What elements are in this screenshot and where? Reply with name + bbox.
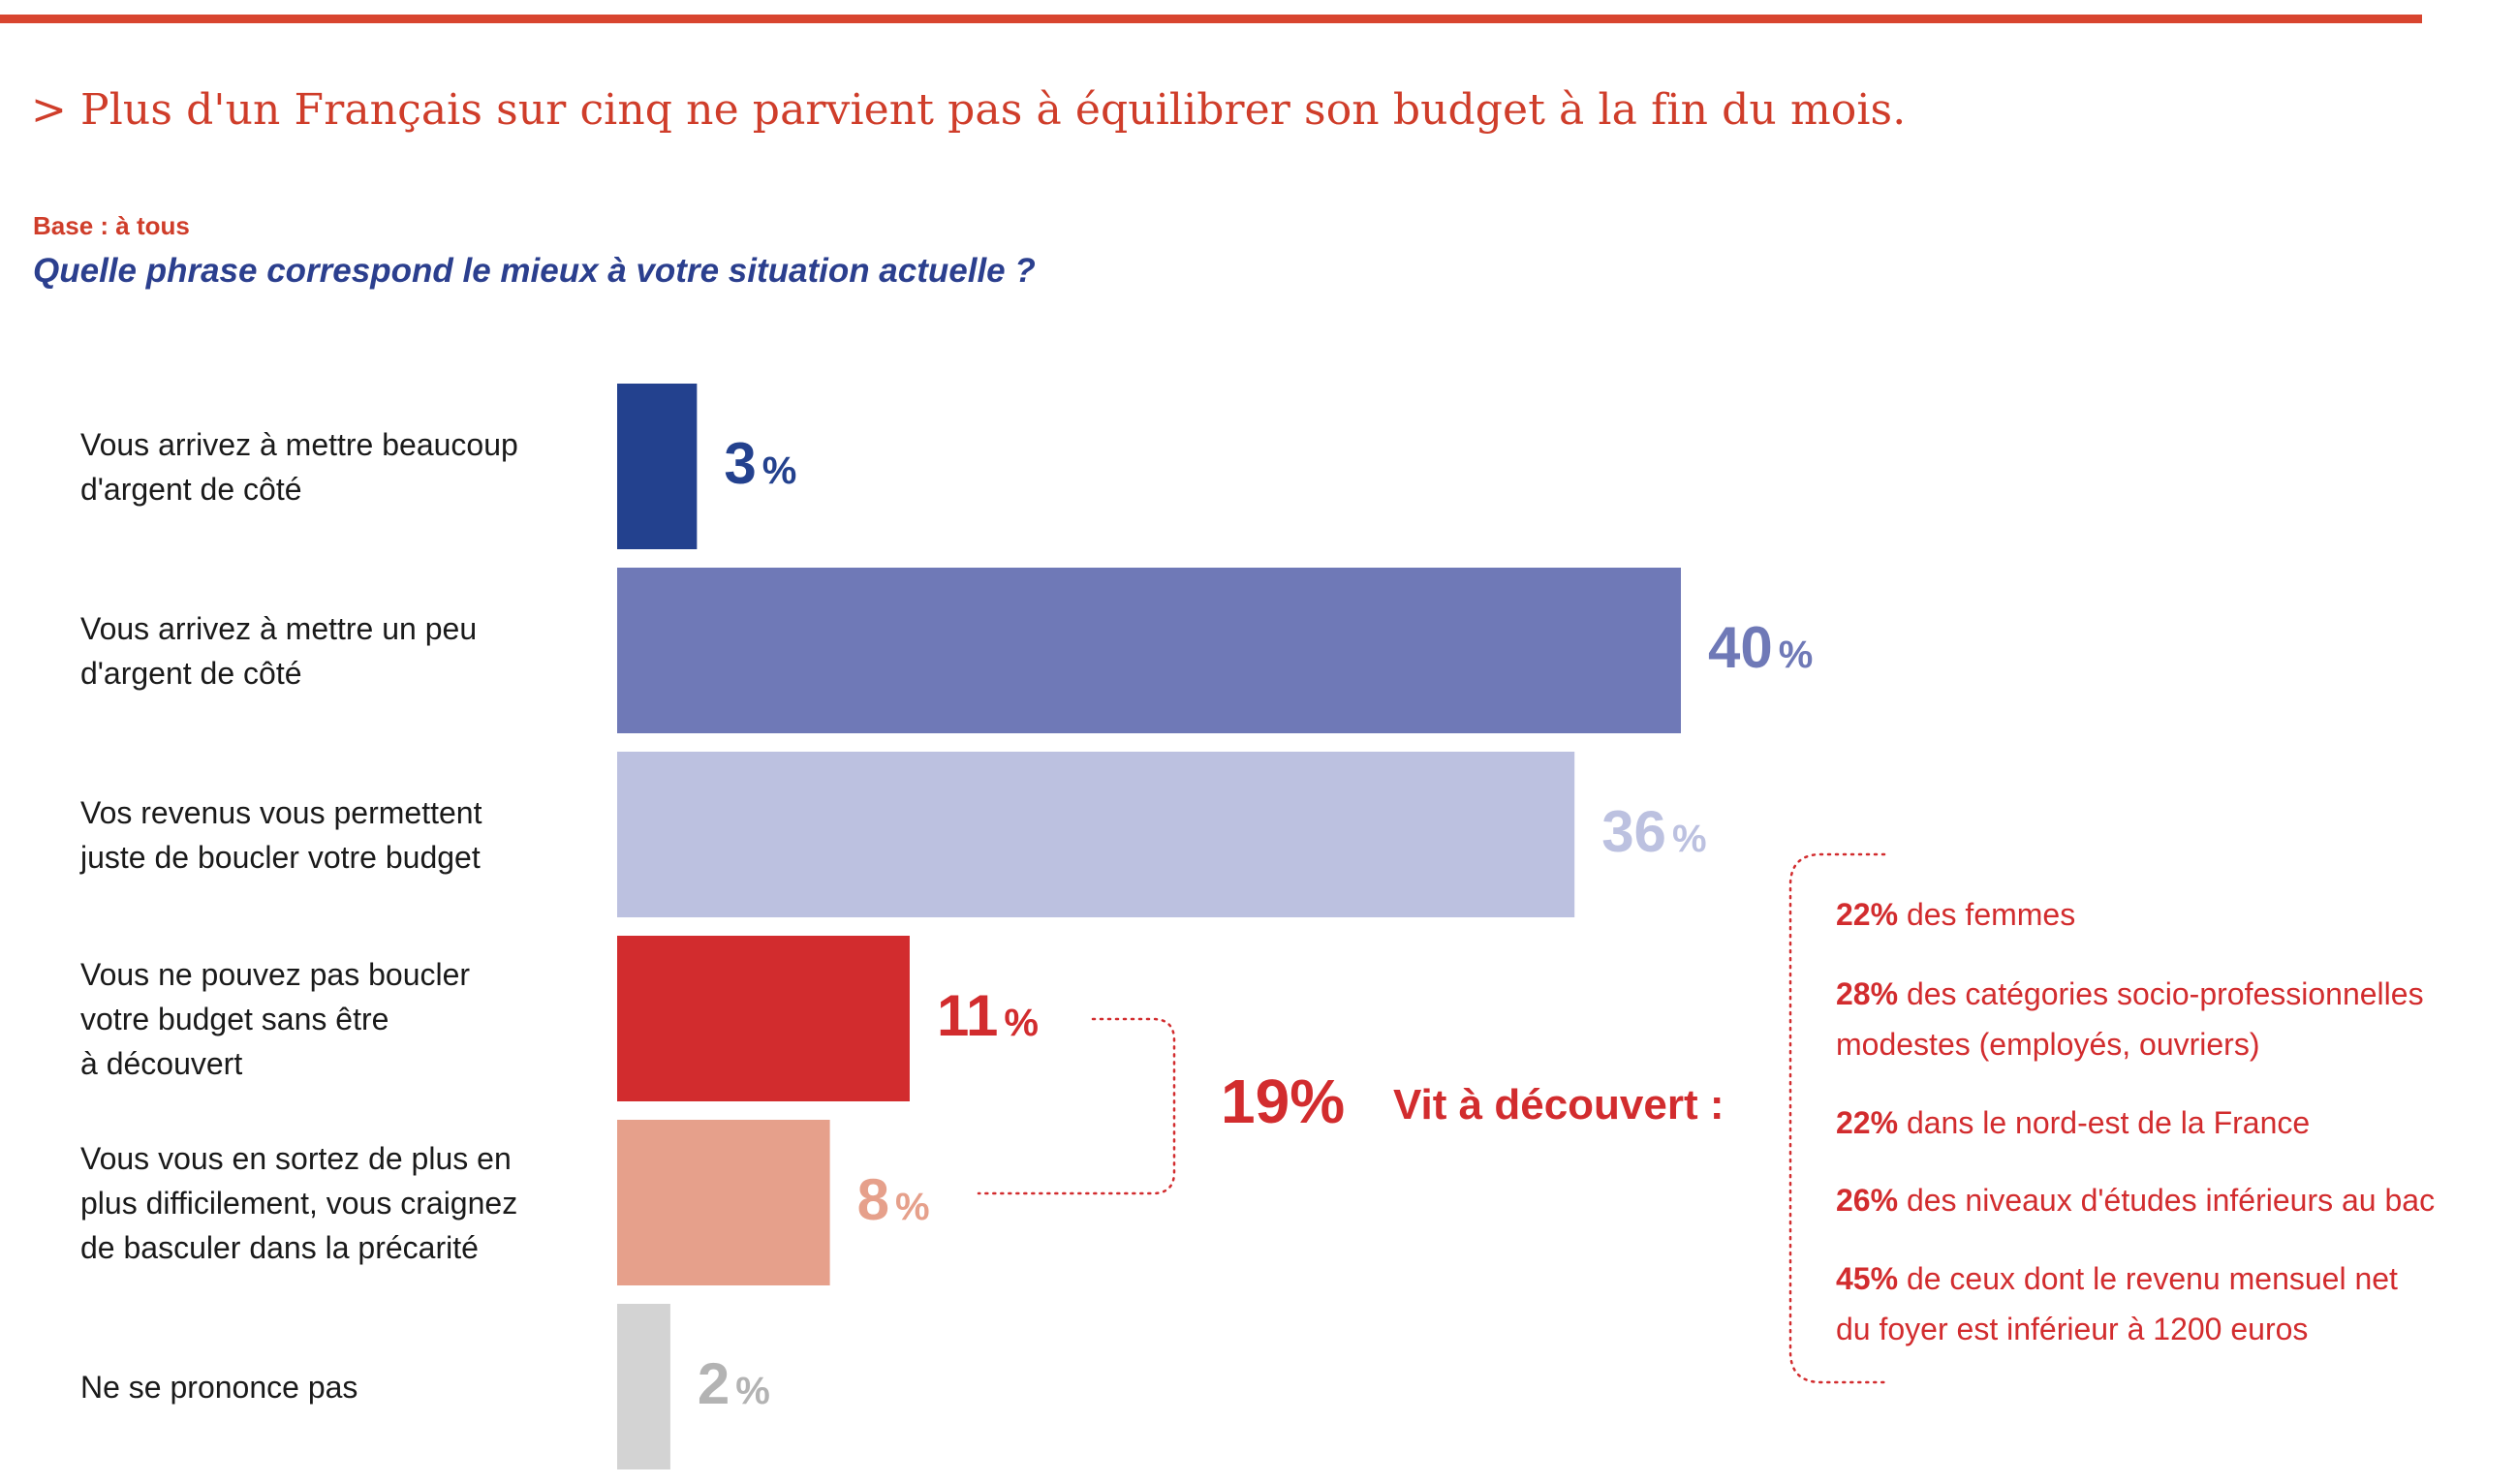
summary-value: 19% [1221, 1067, 1346, 1136]
value-number: 2 [697, 1350, 730, 1416]
annotation-text: dans le nord-est de la France [1906, 1105, 2311, 1140]
bar-5 [617, 1120, 830, 1285]
category-label-1: Vous arrivez à mettre beaucoup d'argent d… [80, 422, 604, 511]
annotation-pct: 45% [1836, 1261, 1899, 1296]
bars-group [617, 384, 1681, 1469]
value-label-3: 36% [1601, 798, 1706, 865]
bar-4 [617, 936, 910, 1101]
category-label-4: Vous ne pouvez pas boucler votre budget s… [80, 952, 604, 1086]
value-number: 36 [1601, 798, 1666, 864]
bracket-connector [977, 1017, 1176, 1195]
annotation-pct: 22% [1836, 1105, 1899, 1140]
category-label-5: Vous vous en sortez de plus en plus diffi… [80, 1136, 604, 1270]
category-label-line: Vous vous en sortez de plus en [80, 1140, 512, 1176]
annotation-text: des catégories socio-professionnelles [1906, 976, 2424, 1011]
category-label-line: Vous arrivez à mettre un peu [80, 610, 478, 646]
value-unit: % [761, 448, 797, 492]
annotation-text: du foyer est inférieur à 1200 euros [1836, 1312, 2309, 1346]
annotation-line: 22% dans le nord-est de la France [1836, 1098, 2310, 1148]
category-label-line: d'argent de côté [80, 655, 302, 691]
annotation-text: modestes (employés, ouvriers) [1836, 1027, 2260, 1062]
annotation-pct: 22% [1836, 897, 1899, 932]
annotation-item-1: 22% des femmes [1836, 889, 2075, 940]
annotation-line: 26% des niveaux d'études inférieurs au b… [1836, 1175, 2435, 1225]
annotation-item-4: 26% des niveaux d'études inférieurs au b… [1836, 1175, 2435, 1225]
category-label-line: plus difficilement, vous craignez [80, 1185, 518, 1221]
value-label-1: 3% [724, 430, 796, 497]
value-unit: % [735, 1369, 770, 1412]
annotation-line: modestes (employés, ouvriers) [1836, 1019, 2424, 1069]
value-number: 40 [1708, 614, 1773, 680]
value-label-4: 11% [937, 982, 1039, 1049]
value-unit: % [1004, 1001, 1039, 1044]
value-number: 8 [856, 1166, 889, 1232]
category-label-2: Vous arrivez à mettre un peu d'argent de … [80, 606, 604, 696]
annotation-item-5: 45% de ceux dont le revenu mensuel net du… [1836, 1253, 2398, 1354]
annotation-text: des femmes [1906, 897, 2076, 932]
category-label-line: d'argent de côté [80, 471, 302, 507]
top-rule [0, 15, 2422, 23]
annotation-pct: 28% [1836, 976, 1899, 1011]
bar-2 [617, 568, 1681, 733]
bar-6 [617, 1304, 670, 1469]
survey-question: Quelle phrase correspond le mieux à votr… [33, 252, 1036, 290]
annotation-text: de ceux dont le revenu mensuel net [1906, 1261, 2398, 1296]
category-label-line: Vos revenus vous permettent [80, 794, 482, 830]
category-label-line: Ne se prononce pas [80, 1369, 358, 1405]
bar-1 [617, 384, 698, 549]
summary-label: Vit à découvert : [1393, 1081, 1725, 1128]
annotation-pct: 26% [1836, 1183, 1899, 1218]
value-label-5: 8% [857, 1166, 930, 1233]
category-label-line: Vous ne pouvez pas boucler [80, 956, 471, 992]
page-title: > Plus d'un Français sur cinq ne parvien… [31, 85, 1907, 135]
category-label-6: Ne se prononce pas [80, 1365, 604, 1409]
base-note: Base : à tous [33, 211, 190, 240]
value-unit: % [894, 1185, 930, 1228]
value-unit: % [1671, 817, 1707, 860]
annotation-line: 28% des catégories socio-professionnelle… [1836, 969, 2424, 1019]
annotation-line: 22% des femmes [1836, 889, 2075, 940]
category-label-line: à découvert [80, 1045, 243, 1081]
bar-3 [617, 752, 1575, 917]
annotation-item-2: 28% des catégories socio-professionnelle… [1836, 969, 2424, 1069]
value-number: 3 [724, 430, 757, 496]
annotation-text: des niveaux d'études inférieurs au bac [1906, 1183, 2436, 1218]
category-label-line: juste de boucler votre budget [80, 839, 481, 875]
annotation-line: 45% de ceux dont le revenu mensuel net [1836, 1253, 2398, 1304]
annotation-item-3: 22% dans le nord-est de la France [1836, 1098, 2310, 1148]
category-label-line: votre budget sans être [80, 1001, 389, 1036]
category-label-3: Vos revenus vous permettent juste de bouc… [80, 790, 604, 880]
category-label-line: de basculer dans la précarité [80, 1229, 479, 1265]
bracket-line [977, 1017, 1176, 1195]
value-number: 11 [936, 982, 999, 1048]
value-label-6: 2% [698, 1350, 770, 1417]
value-label-2: 40% [1708, 614, 1813, 681]
category-label-line: Vous arrivez à mettre beaucoup [80, 426, 518, 462]
value-unit: % [1778, 633, 1814, 676]
annotation-line: du foyer est inférieur à 1200 euros [1836, 1304, 2398, 1354]
